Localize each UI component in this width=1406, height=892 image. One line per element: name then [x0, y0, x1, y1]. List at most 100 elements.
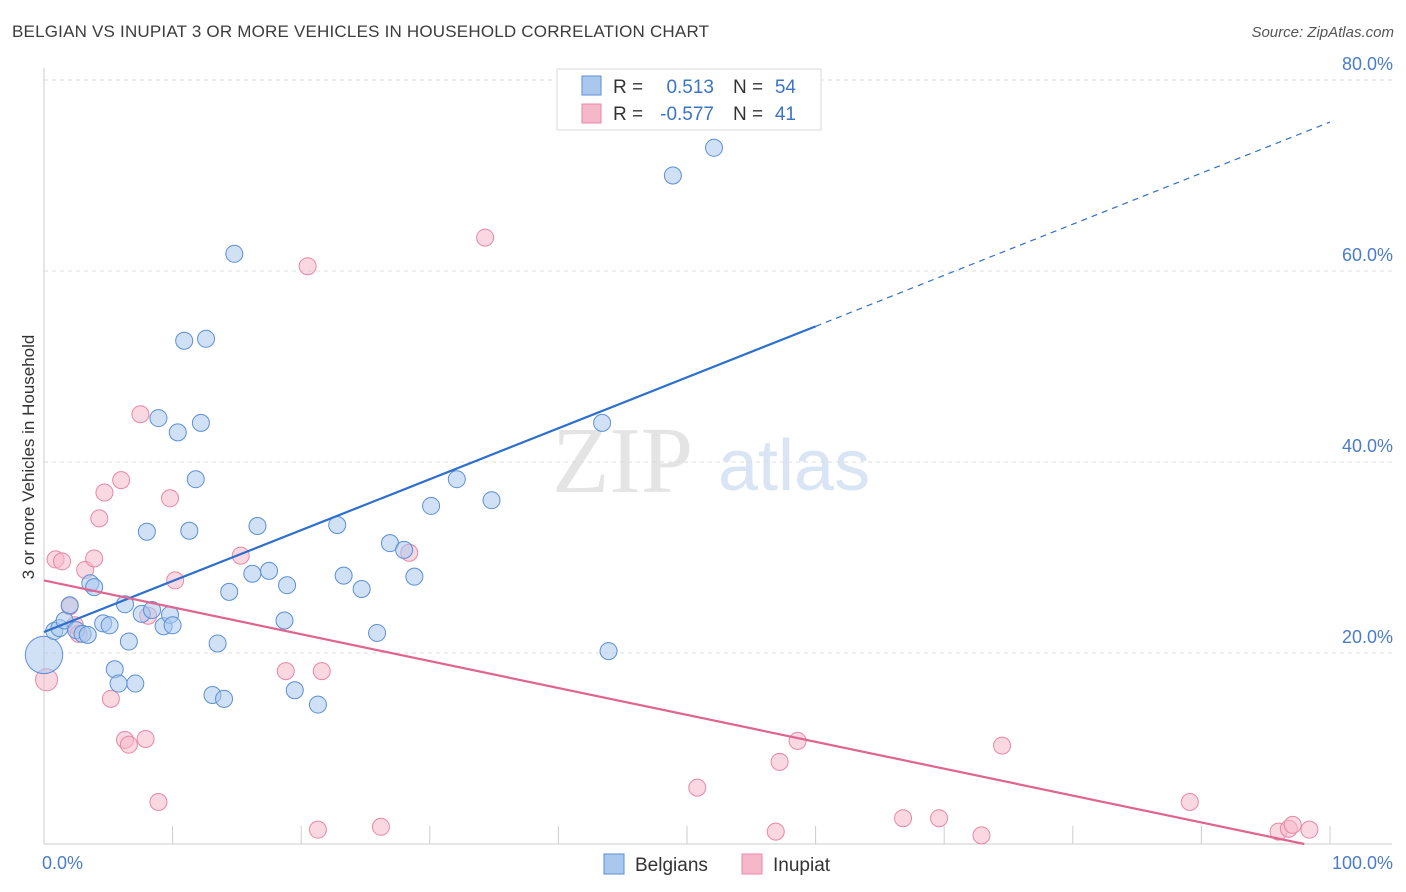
belgians-point [395, 540, 414, 559]
legend-r-value-2: -0.577 [660, 104, 714, 125]
belgians-point [126, 674, 145, 693]
belgians-point [208, 634, 227, 653]
belgians-point [352, 580, 371, 599]
inupiat-point [308, 820, 327, 839]
inupiat-point [972, 826, 991, 845]
belgians-point [248, 516, 267, 535]
belgians-point [163, 616, 182, 635]
belgians-point [243, 564, 262, 583]
inupiat-point [90, 509, 109, 528]
source-label: Source: ZipAtlas.com [1251, 24, 1394, 41]
stats-legend: R = 0.513 N = 54 R = -0.577 N = 41 [556, 68, 822, 131]
legend-swatch-belgians [581, 75, 602, 96]
belgians-point [482, 491, 501, 510]
inupiat-point [101, 689, 120, 708]
belgians-trend-extension [815, 121, 1331, 327]
inupiat-point [788, 731, 807, 750]
y-axis-label: 3 or more Vehicles in Household [19, 335, 38, 580]
series-legend-swatch-inupiat [741, 853, 763, 875]
watermark-atlas: atlas [718, 426, 870, 506]
belgians-point [175, 331, 194, 350]
legend-n-label-1: N = [733, 77, 763, 98]
legend-swatch-inupiat [581, 103, 602, 124]
y-tick-label: 20.0% [1342, 627, 1393, 647]
trend-lines [43, 121, 1331, 846]
belgians-point [225, 244, 244, 263]
series-legend: Belgians Inupiat [603, 853, 831, 876]
belgians-point [593, 413, 612, 432]
inupiat-point [1300, 820, 1319, 839]
axes [43, 68, 1392, 845]
belgians-point [422, 496, 441, 515]
belgians-point [60, 596, 79, 615]
belgians-points [24, 138, 724, 714]
belgians-point [109, 674, 128, 693]
belgians-point [599, 642, 618, 661]
belgians-point [663, 166, 682, 185]
legend-n-label-2: N = [733, 104, 763, 125]
belgians-point [405, 567, 424, 586]
inupiat-point [894, 809, 913, 828]
x-ticks [172, 826, 1331, 844]
series-legend-label-belgians: Belgians [635, 855, 708, 876]
belgians-point [215, 689, 234, 708]
inupiat-point [112, 471, 131, 490]
inupiat-point [312, 662, 331, 681]
inupiat-point [1180, 792, 1199, 811]
belgians-point [278, 576, 297, 595]
belgians-point [285, 681, 304, 700]
belgians-point [119, 632, 138, 651]
y-tick-label: 40.0% [1342, 436, 1393, 456]
series-legend-swatch-belgians [603, 853, 625, 875]
inupiat-point [770, 752, 789, 771]
belgians-trend-line [43, 325, 817, 634]
inupiat-point [276, 662, 295, 681]
inupiat-point [371, 817, 390, 836]
x-tick-label: 0.0% [42, 853, 83, 873]
legend-r-label-2: R = [613, 104, 643, 125]
legend-n-value-2: 41 [775, 104, 796, 125]
inupiat-point [119, 735, 138, 754]
inupiat-point [95, 483, 114, 502]
inupiat-point [136, 729, 155, 748]
belgians-point [186, 470, 205, 489]
inupiat-point [85, 549, 104, 568]
y-tick-label: 80.0% [1342, 54, 1393, 74]
belgians-point [334, 566, 353, 585]
legend-r-label-1: R = [613, 77, 643, 98]
belgians-point [308, 695, 327, 714]
grid-lines [44, 79, 1392, 654]
inupiat-point [930, 809, 949, 828]
inupiat-point [993, 736, 1012, 755]
belgians-point [137, 522, 156, 541]
inupiat-point [766, 822, 785, 841]
belgians-point [180, 521, 199, 540]
watermark-zip: ZIP [552, 409, 693, 513]
belgians-point [260, 561, 279, 580]
inupiat-point [476, 228, 495, 247]
belgians-point [100, 616, 119, 635]
inupiat-point [298, 257, 317, 276]
legend-r-value-1: 0.513 [666, 77, 714, 98]
inupiat-point [161, 489, 180, 508]
x-tick-label: 100.0% [1332, 853, 1393, 873]
chart-title: BELGIAN VS INUPIAT 3 OR MORE VEHICLES IN… [12, 22, 710, 41]
belgians-point [368, 623, 387, 642]
belgians-point [447, 470, 466, 489]
legend-n-value-1: 54 [775, 77, 797, 98]
belgians-point [24, 635, 64, 675]
series-legend-label-inupiat: Inupiat [773, 855, 831, 876]
inupiat-point [131, 405, 150, 424]
belgians-point [191, 413, 210, 432]
belgians-point [275, 611, 294, 630]
y-tick-labels: 20.0% 40.0% 60.0% 80.0% [1342, 54, 1393, 647]
inupiat-point [688, 778, 707, 797]
belgians-point [220, 582, 239, 601]
belgians-point [705, 138, 724, 157]
belgians-point [78, 625, 97, 644]
y-tick-label: 60.0% [1342, 245, 1393, 265]
inupiat-points [35, 228, 1319, 845]
inupiat-point [53, 552, 72, 571]
belgians-point [197, 329, 216, 348]
